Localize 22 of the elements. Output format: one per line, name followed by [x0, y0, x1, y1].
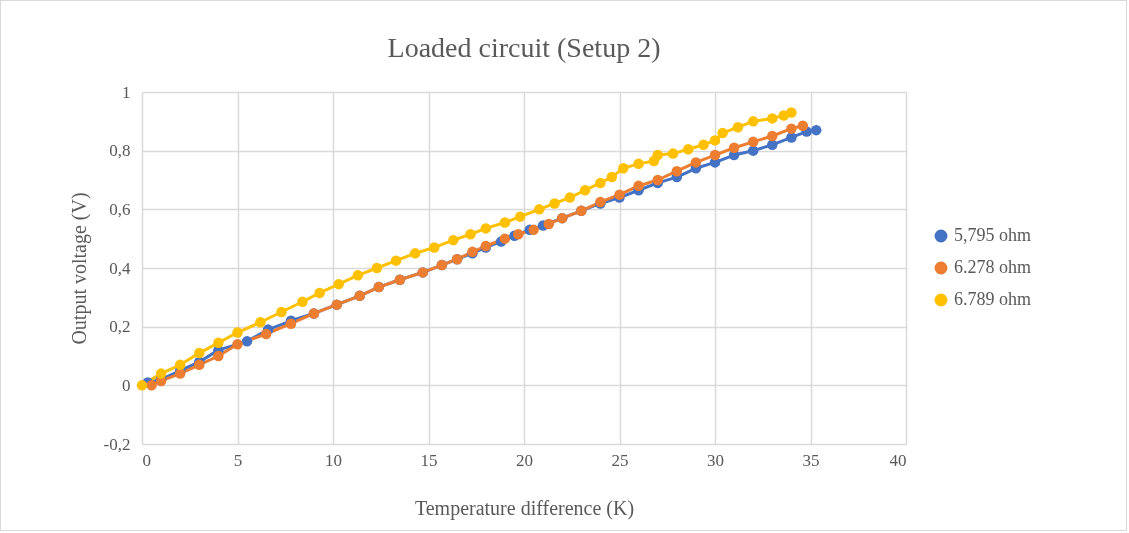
x-tick-label: 15	[420, 450, 438, 470]
y-tick-label: 0,4	[109, 258, 131, 278]
y-tick-label: -0,2	[103, 434, 131, 454]
legend-label: 6.789 ohm	[954, 289, 1032, 309]
y-tick-label: 0,6	[109, 199, 131, 219]
x-tick-label: 10	[325, 450, 342, 470]
x-tick-label: 40	[889, 450, 907, 470]
y-axis-title: Output voltage (V)	[67, 192, 91, 345]
legend-label: 5,795 ohm	[954, 225, 1032, 245]
x-tick-label: 30	[707, 450, 724, 470]
y-tick-label: 0,2	[109, 317, 131, 337]
x-tick-label: 25	[611, 450, 629, 470]
chart-title: Loaded circuit (Setup 2)	[387, 32, 661, 63]
x-tick-label: 20	[516, 450, 533, 470]
y-tick-label: 0	[122, 375, 131, 395]
x-tick-label: 5	[233, 450, 243, 470]
y-tick-label: 1	[122, 82, 131, 102]
x-axis-title: Temperature difference (K)	[414, 496, 635, 520]
legend-label: 6.278 ohm	[954, 257, 1032, 277]
x-tick-label: 35	[802, 450, 820, 470]
y-tick-label: 0,8	[109, 141, 131, 161]
x-tick-label: 0	[142, 450, 151, 470]
